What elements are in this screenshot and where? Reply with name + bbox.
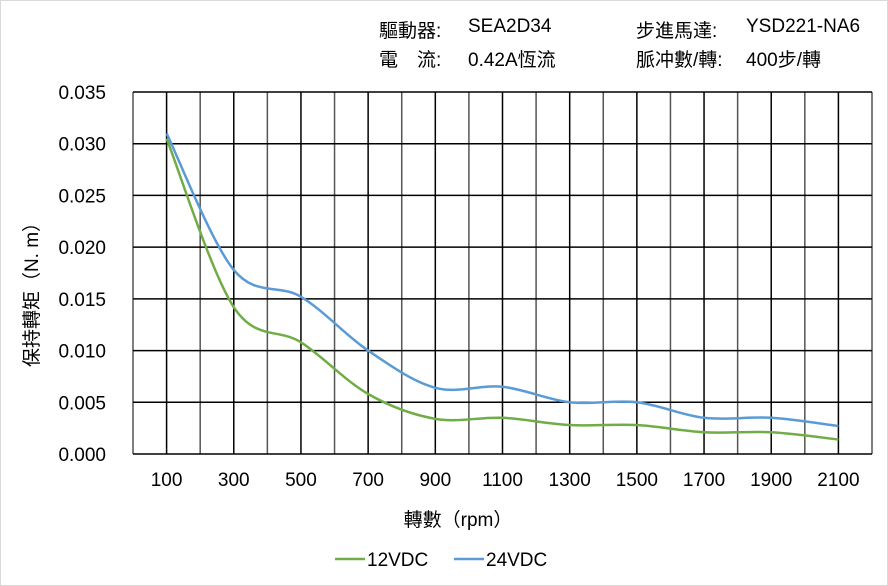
driver-label: 驅動器: xyxy=(379,21,442,42)
x-tick-label: 700 xyxy=(352,470,384,491)
x-tick-label: 1700 xyxy=(683,470,725,491)
pulse-value: 400步/轉 xyxy=(746,50,821,71)
y-axis-label: 保持轉矩（N. m） xyxy=(21,213,43,367)
current-value: 0.42A恆流 xyxy=(468,50,556,71)
legend-label: 24VDC xyxy=(486,550,547,571)
x-tick-label: 1100 xyxy=(482,470,523,491)
y-tick-label: 0.015 xyxy=(58,290,106,311)
driver-value: SEA2D34 xyxy=(468,16,552,37)
y-tick-label: 0.010 xyxy=(58,342,106,363)
x-axis-label: 轉數（rpm） xyxy=(404,509,513,531)
motor-label: 步進馬達: xyxy=(636,21,718,42)
y-tick-label: 0.035 xyxy=(58,83,106,104)
x-tick-label: 900 xyxy=(419,470,451,491)
motor-value: YSD221-NA6 xyxy=(746,16,861,37)
x-tick-label: 100 xyxy=(151,470,183,491)
y-tick-label: 0.000 xyxy=(58,445,106,466)
x-tick-label: 1500 xyxy=(616,470,658,491)
series-line-12VDC xyxy=(165,138,839,441)
x-tick-label: 1300 xyxy=(549,470,591,491)
y-tick-label: 0.005 xyxy=(58,393,106,414)
y-tick-label: 0.020 xyxy=(58,238,106,259)
series-line-24VDC xyxy=(165,132,839,428)
legend-label: 12VDC xyxy=(367,550,428,571)
x-tick-label: 300 xyxy=(218,470,250,491)
x-tick-label: 500 xyxy=(285,470,317,491)
x-tick-label: 1900 xyxy=(750,470,792,491)
pulse-label: 脈冲數/轉: xyxy=(636,50,723,71)
y-tick-label: 0.030 xyxy=(58,135,106,156)
x-tick-label: 2100 xyxy=(817,470,859,491)
y-tick-label: 0.025 xyxy=(58,186,106,207)
current-label: 電 流: xyxy=(379,50,442,71)
